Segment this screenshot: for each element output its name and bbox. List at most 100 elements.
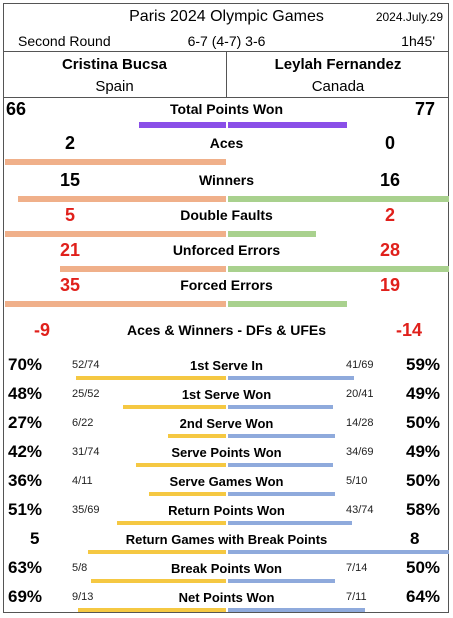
serve-left-fraction: 5/8 [72,562,88,574]
serve-right-bar [228,521,352,525]
serve-label: Net Points Won [178,590,275,605]
serve-right-fraction: 41/69 [346,359,374,371]
stat-right-bar [228,196,449,202]
serve-right-bar [228,492,335,496]
right-player-name: Leylah Fernandez [274,56,402,73]
serve-right-value: 50% [406,558,441,577]
serve-left-value: 69% [8,587,43,606]
serve-right-value: 49% [406,384,441,403]
serve-right-fraction: 7/14 [346,562,368,574]
stat-label: Total Points Won [169,101,284,117]
left-player-country: Spain [95,78,134,95]
serve-right-bar [228,550,449,554]
serve-right-bar [228,376,354,380]
serve-right-bar [228,405,333,409]
serve-left-bar [136,463,226,467]
diff-right-value: -14 [396,320,423,340]
right-player-country: Canada [311,78,365,95]
stat-label: Forced Errors [180,277,273,293]
stat-right-value: 28 [380,240,401,260]
serve-left-bar [149,492,226,496]
stats-card [3,3,449,613]
serve-right-bar [228,608,365,612]
stat-label: Winners [198,172,255,188]
match-duration: 1h45' [401,33,435,49]
serve-right-value: 50% [406,471,441,490]
players-divider [3,97,449,98]
serve-left-bar [168,434,226,438]
stat-right-value: 77 [415,99,436,119]
serve-left-bar [117,521,226,525]
serve-left-bar [123,405,226,409]
event-title: Paris 2024 Olympic Games [129,8,324,25]
serve-right-value: 59% [406,355,441,374]
stat-left-value: 2 [64,133,75,153]
serve-label: 1st Serve In [190,358,263,373]
serve-left-value: 42% [8,442,43,461]
serve-right-fraction: 20/41 [346,388,374,400]
serve-right-fraction: 7/11 [346,591,367,603]
stat-left-value: 21 [60,240,81,260]
stat-right-bar [228,301,347,307]
serve-left-value: 63% [8,558,43,577]
serve-left-value: 5 [30,529,40,548]
player-divider [226,51,227,97]
serve-left-fraction: 25/52 [72,388,100,400]
serve-left-fraction: 35/69 [72,504,100,516]
serve-left-fraction: 31/74 [72,446,100,458]
stat-left-value: 66 [6,99,27,119]
serve-right-value: 8 [410,529,420,548]
stat-left-bar [5,159,226,165]
serve-left-bar [91,579,226,583]
serve-left-fraction: 52/74 [72,359,100,371]
serve-right-value: 64% [406,587,441,606]
serve-right-bar [228,463,333,467]
diff-left-value: -9 [34,320,51,340]
serve-left-value: 48% [8,384,43,403]
serve-label: 2nd Serve Won [179,416,274,431]
serve-right-value: 58% [406,500,441,519]
serve-label: Return Points Won [168,503,285,518]
match-score: 6-7 (4-7) 3-6 [187,33,266,49]
serve-label: Serve Points Won [171,445,282,460]
left-player-name: Cristina Bucsa [61,56,168,73]
stat-left-bar [5,301,226,307]
stat-right-value: 2 [384,205,395,225]
stat-left-bar [60,266,226,272]
serve-label: Break Points Won [170,561,282,576]
serve-left-value: 27% [8,413,43,432]
stat-right-bar [228,266,449,272]
stat-right-bar [228,231,316,237]
stat-right-value: 16 [380,170,401,190]
stat-left-bar [139,122,226,128]
serve-right-fraction: 14/28 [346,417,374,429]
serve-right-value: 50% [406,413,441,432]
serve-label: Serve Games Won [169,474,284,489]
serve-left-value: 51% [8,500,43,519]
serve-right-fraction: 5/10 [346,475,368,487]
serve-left-fraction: 6/22 [72,417,94,429]
serve-label: 1st Serve Won [181,387,272,402]
stat-left-value: 35 [60,275,81,295]
stat-left-value: 5 [64,205,75,225]
serve-right-value: 49% [406,442,441,461]
stat-left-value: 15 [60,170,81,190]
stat-left-bar [5,231,226,237]
match-date: 2024.July.29 [375,10,443,24]
serve-left-value: 70% [8,355,43,374]
serve-left-bar [78,608,226,612]
serve-left-bar [76,376,226,380]
serve-right-bar [228,434,335,438]
serve-left-value: 36% [8,471,43,490]
stat-left-bar [18,196,226,202]
stat-label: Double Faults [180,207,273,223]
match-round: Second Round [18,33,111,49]
diff-label: Aces & Winners - DFs & UFEs [126,322,327,338]
stat-right-value: 19 [380,275,401,295]
serve-right-bar [228,579,335,583]
serve-label: Return Games with Break Points [125,532,328,547]
stat-right-bar [228,122,347,128]
stat-label: Unforced Errors [172,242,281,258]
stat-label: Aces [209,135,244,151]
serve-left-fraction: 4/11 [72,475,93,487]
